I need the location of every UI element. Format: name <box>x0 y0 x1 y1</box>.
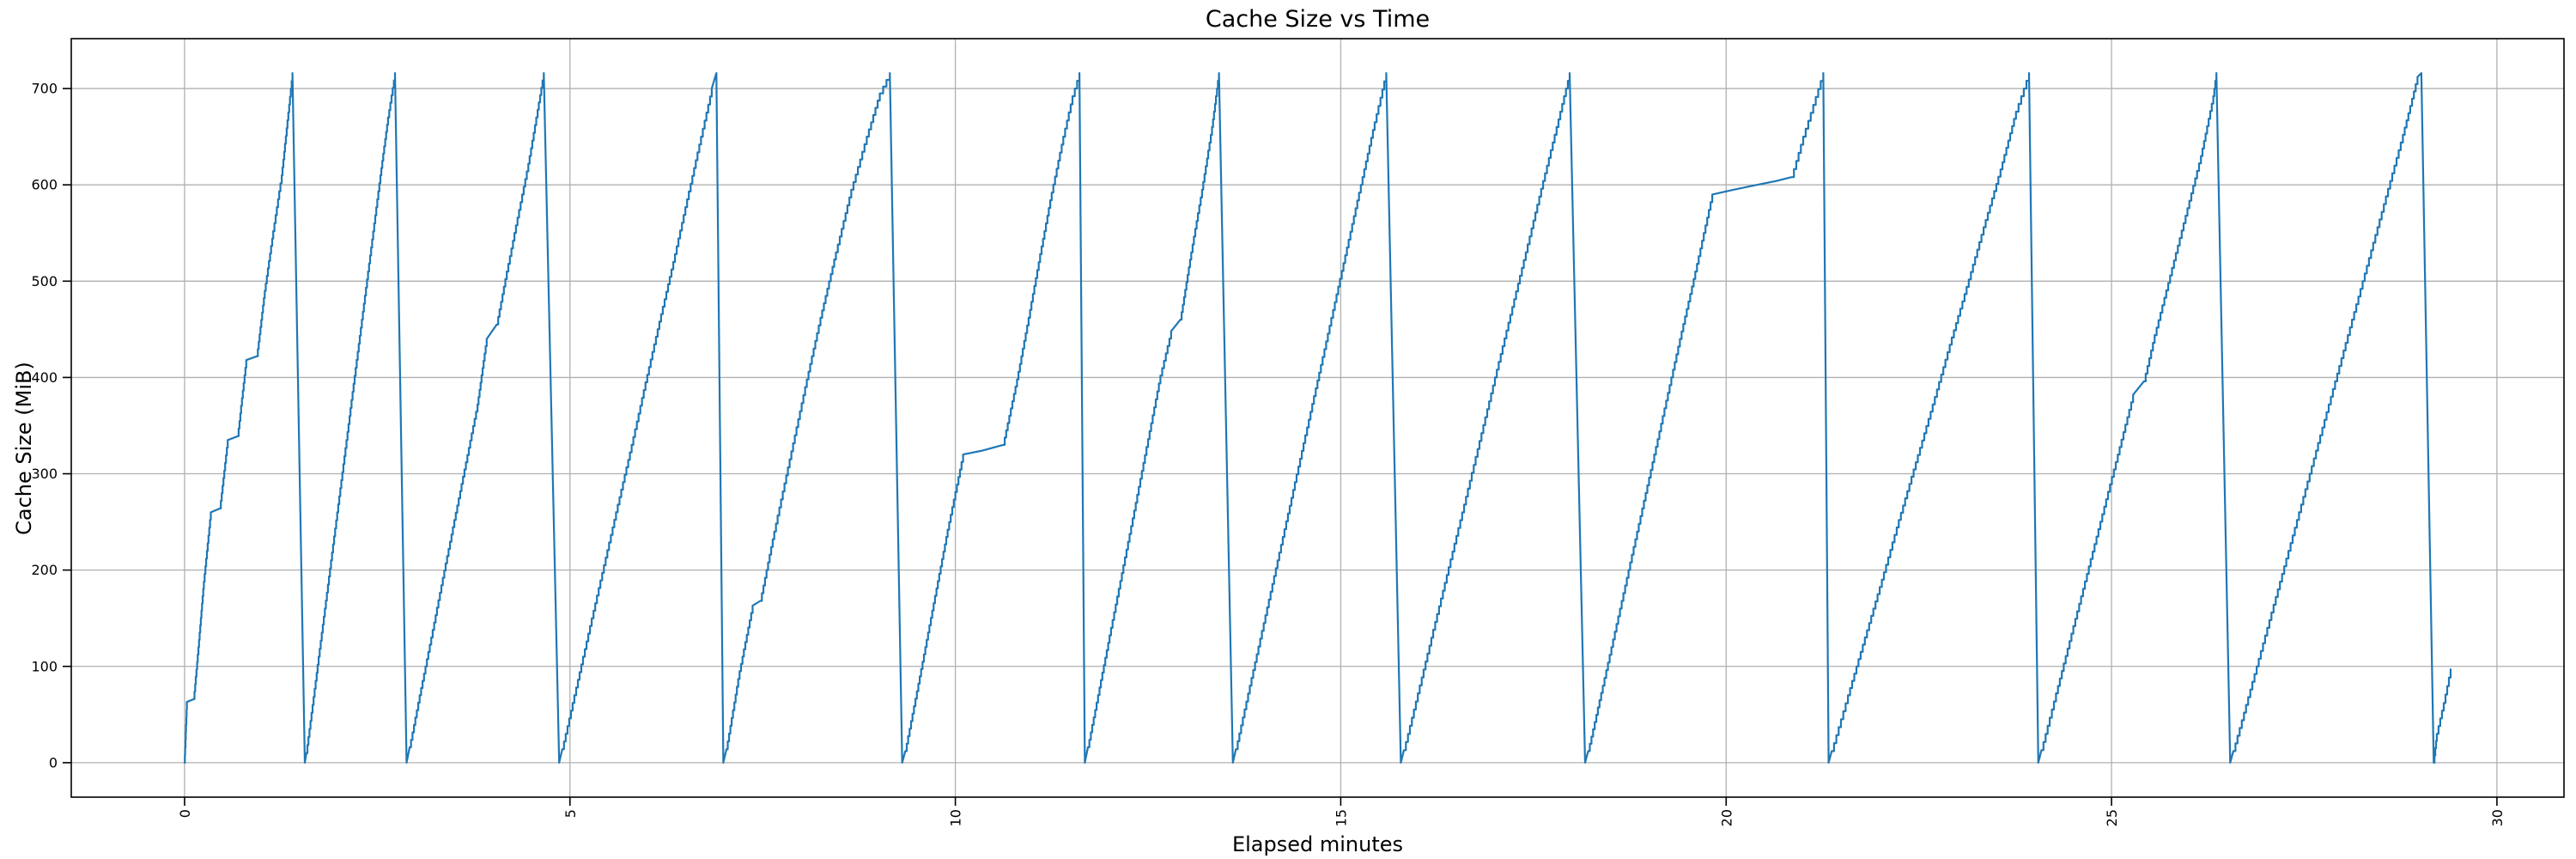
x-tick-label: 30 <box>2489 809 2506 826</box>
y-tick-label: 600 <box>31 177 58 193</box>
x-tick-label: 0 <box>177 809 193 818</box>
x-tick-label: 25 <box>2104 809 2120 826</box>
y-tick-label: 500 <box>31 273 58 289</box>
y-tick-label: 200 <box>31 562 58 578</box>
x-tick-label: 20 <box>1718 809 1735 826</box>
y-tick-label: 0 <box>49 754 58 771</box>
axes-frame <box>70 38 2565 798</box>
x-tick-label: 5 <box>562 809 579 818</box>
tick-marks <box>63 88 2498 806</box>
cache-size-line <box>183 72 2452 764</box>
y-tick-label: 300 <box>31 466 58 482</box>
grid-lines <box>71 39 2564 797</box>
y-tick-label: 100 <box>31 658 58 674</box>
y-tick-label: 700 <box>31 81 58 97</box>
y-axis-label: Cache Size (MiB) <box>12 362 36 535</box>
x-tick-label: 15 <box>1333 809 1349 826</box>
series-lines <box>183 72 2452 764</box>
x-tick-label: 10 <box>948 809 964 826</box>
x-axis-label: Elapsed minutes <box>1231 832 1404 856</box>
chart-title: Cache Size vs Time <box>1205 6 1431 33</box>
y-tick-label: 400 <box>31 369 58 386</box>
axes-spines <box>70 38 2565 798</box>
